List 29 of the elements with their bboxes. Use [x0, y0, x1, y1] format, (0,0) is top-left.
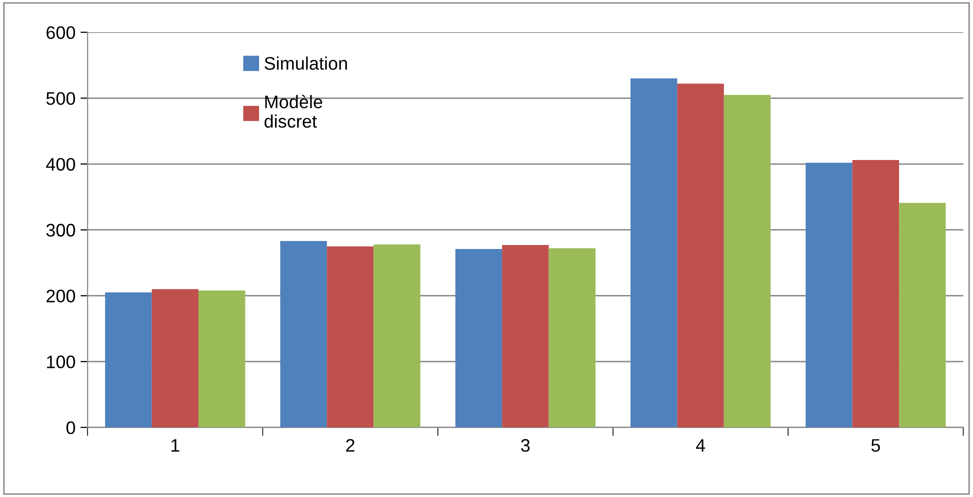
y-tick-label: 0 — [66, 421, 76, 434]
legend-label: Modèle discret — [264, 94, 322, 128]
x-tick-label: 3 — [521, 439, 530, 452]
legend-label: Simulation — [264, 56, 347, 70]
bar — [374, 244, 420, 428]
x-tick-label: 2 — [346, 439, 354, 452]
bar — [105, 292, 152, 428]
y-tick-label: 400 — [46, 158, 76, 171]
bar — [502, 245, 549, 428]
x-tick-label: 5 — [871, 439, 880, 452]
bar — [852, 160, 900, 428]
y-tick-label: 300 — [46, 224, 76, 237]
bar — [899, 202, 946, 428]
bar — [326, 246, 374, 428]
x-tick-label: 1 — [171, 439, 180, 452]
x-tick-label: 4 — [696, 439, 706, 452]
y-tick-label: 100 — [47, 356, 76, 368]
y-tick-label: 500 — [46, 92, 76, 105]
bar — [548, 248, 596, 428]
bar — [806, 162, 852, 428]
bar — [724, 94, 771, 428]
bar — [152, 289, 198, 428]
bar — [280, 241, 327, 428]
y-tick-label: 200 — [46, 290, 76, 302]
bar — [630, 78, 678, 428]
y-tick-label: 600 — [46, 26, 76, 40]
bar — [677, 84, 724, 428]
bar — [198, 290, 246, 428]
bar — [455, 248, 502, 428]
